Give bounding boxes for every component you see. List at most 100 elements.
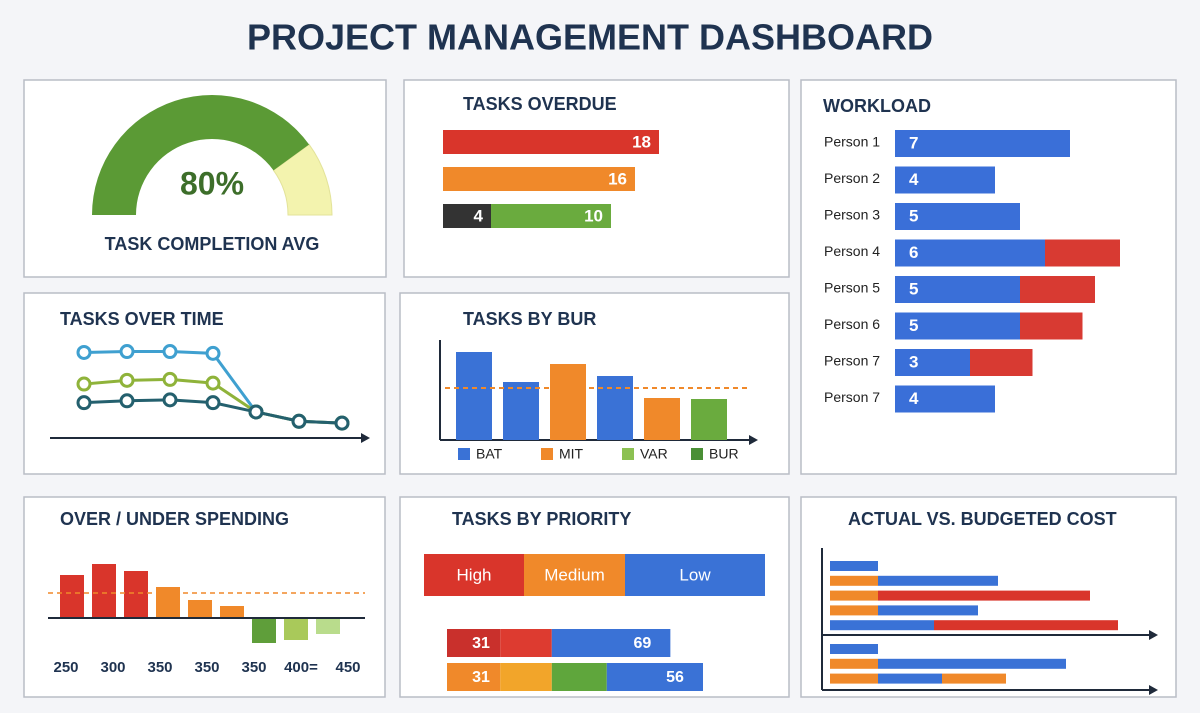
- bar: [316, 618, 340, 634]
- bar-segment: [830, 673, 878, 684]
- bar-segment: [895, 349, 970, 376]
- priority-label: Low: [679, 565, 711, 584]
- category-label: Person 7: [824, 353, 880, 369]
- bar-label: 4: [909, 170, 919, 189]
- bar-segment: [443, 204, 491, 228]
- bar-segment: [447, 629, 501, 657]
- bar-segment: [878, 658, 1066, 669]
- x-tick-label: 350: [194, 659, 219, 676]
- bar-segment: [934, 620, 1118, 631]
- bar-segment: [878, 673, 942, 684]
- category-label: Person 4: [824, 243, 880, 259]
- x-tick-label: 350: [241, 659, 266, 676]
- panel-title: TASKS BY BUR: [463, 309, 596, 329]
- category-label: Person 2: [824, 170, 880, 186]
- bar-segment: [830, 644, 878, 654]
- bar: [550, 364, 586, 440]
- x-tick-label: 250: [53, 659, 78, 676]
- bar: [503, 382, 539, 440]
- bar: [284, 618, 308, 640]
- bar-segment: [895, 203, 1020, 230]
- bar: [92, 564, 116, 618]
- line-point: [291, 413, 307, 429]
- bar-label: 31: [472, 669, 490, 686]
- bar-segment: [895, 276, 1020, 303]
- category-label: Person 5: [824, 280, 880, 296]
- category-label: Person 3: [824, 207, 880, 223]
- bar-segment: [970, 349, 1033, 376]
- bar-segment: [830, 658, 878, 669]
- priority-label: Medium: [544, 565, 604, 584]
- bar-label: 16: [608, 169, 627, 188]
- gauge-track: [272, 143, 333, 216]
- bar-segment: [443, 167, 635, 191]
- legend-swatch: [691, 448, 703, 460]
- legend-swatch: [541, 448, 553, 460]
- panel-title: WORKLOAD: [823, 96, 931, 116]
- bar-segment: [830, 605, 878, 616]
- legend-label: BUR: [709, 446, 739, 462]
- bar-segment: [1020, 276, 1095, 303]
- bar-segment: [551, 629, 671, 657]
- bar-label: 56: [666, 669, 684, 686]
- bar-segment: [942, 673, 1006, 684]
- bar-segment: [895, 239, 1045, 267]
- axis-arrow: [1149, 685, 1158, 695]
- line-point: [119, 372, 135, 388]
- bar-label: 3: [909, 352, 918, 371]
- axis-arrow: [361, 433, 370, 443]
- bar-label: 18: [632, 132, 651, 151]
- x-tick-label: 450: [335, 659, 360, 676]
- bar-segment: [895, 130, 1070, 157]
- priority-segment: [524, 554, 625, 596]
- line-point: [248, 404, 264, 420]
- bar: [252, 618, 276, 643]
- bar-label: 5: [909, 279, 918, 298]
- panel-title: ACTUAL VS. BUDGETED COST: [848, 509, 1117, 529]
- panel-title: TASKS OVER TIME: [60, 309, 224, 329]
- line-point: [205, 375, 221, 391]
- bar: [456, 352, 492, 440]
- legend-label: MIT: [559, 446, 584, 462]
- bar: [220, 606, 244, 618]
- panel-title: TASKS BY PRIORITY: [452, 509, 631, 529]
- bar: [156, 587, 180, 618]
- bar-label: 5: [909, 316, 918, 335]
- line-point: [119, 344, 135, 360]
- priority-segment: [625, 554, 765, 596]
- bar: [691, 399, 727, 440]
- priority-label: High: [457, 565, 492, 584]
- bar-label: 4: [909, 389, 919, 408]
- legend-label: BAT: [476, 446, 503, 462]
- bar-segment: [878, 575, 998, 586]
- bar: [188, 600, 212, 618]
- bar-segment: [830, 575, 878, 586]
- bar-segment: [443, 130, 659, 154]
- panel-title: TASKS OVERDUE: [463, 94, 617, 114]
- dashboard-title: PROJECT MANAGEMENT DASHBOARD: [247, 17, 933, 58]
- line-point: [119, 393, 135, 409]
- bar-segment: [830, 620, 934, 631]
- x-tick-label: 300: [100, 659, 125, 676]
- line-point: [205, 345, 221, 361]
- line-point: [76, 344, 92, 360]
- panel-title: OVER / UNDER SPENDING: [60, 509, 289, 529]
- panel: [23, 496, 386, 698]
- bar: [124, 571, 148, 618]
- line-point: [162, 392, 178, 408]
- bar-segment: [895, 166, 995, 194]
- bar-segment: [447, 663, 501, 691]
- x-tick-label: 400=: [284, 659, 318, 676]
- bar-segment: [551, 663, 607, 691]
- bar-segment: [500, 629, 552, 657]
- bar-label: 69: [633, 635, 651, 652]
- legend-swatch: [458, 448, 470, 460]
- bar-segment: [878, 590, 1090, 601]
- bar-segment: [491, 204, 611, 228]
- category-label: Person 1: [824, 134, 880, 150]
- bar-segment: [878, 605, 978, 616]
- gauge-value: 80%: [180, 165, 244, 201]
- panel-title: TASK COMPLETION AVG: [105, 234, 320, 254]
- bar-label: 10: [584, 206, 603, 225]
